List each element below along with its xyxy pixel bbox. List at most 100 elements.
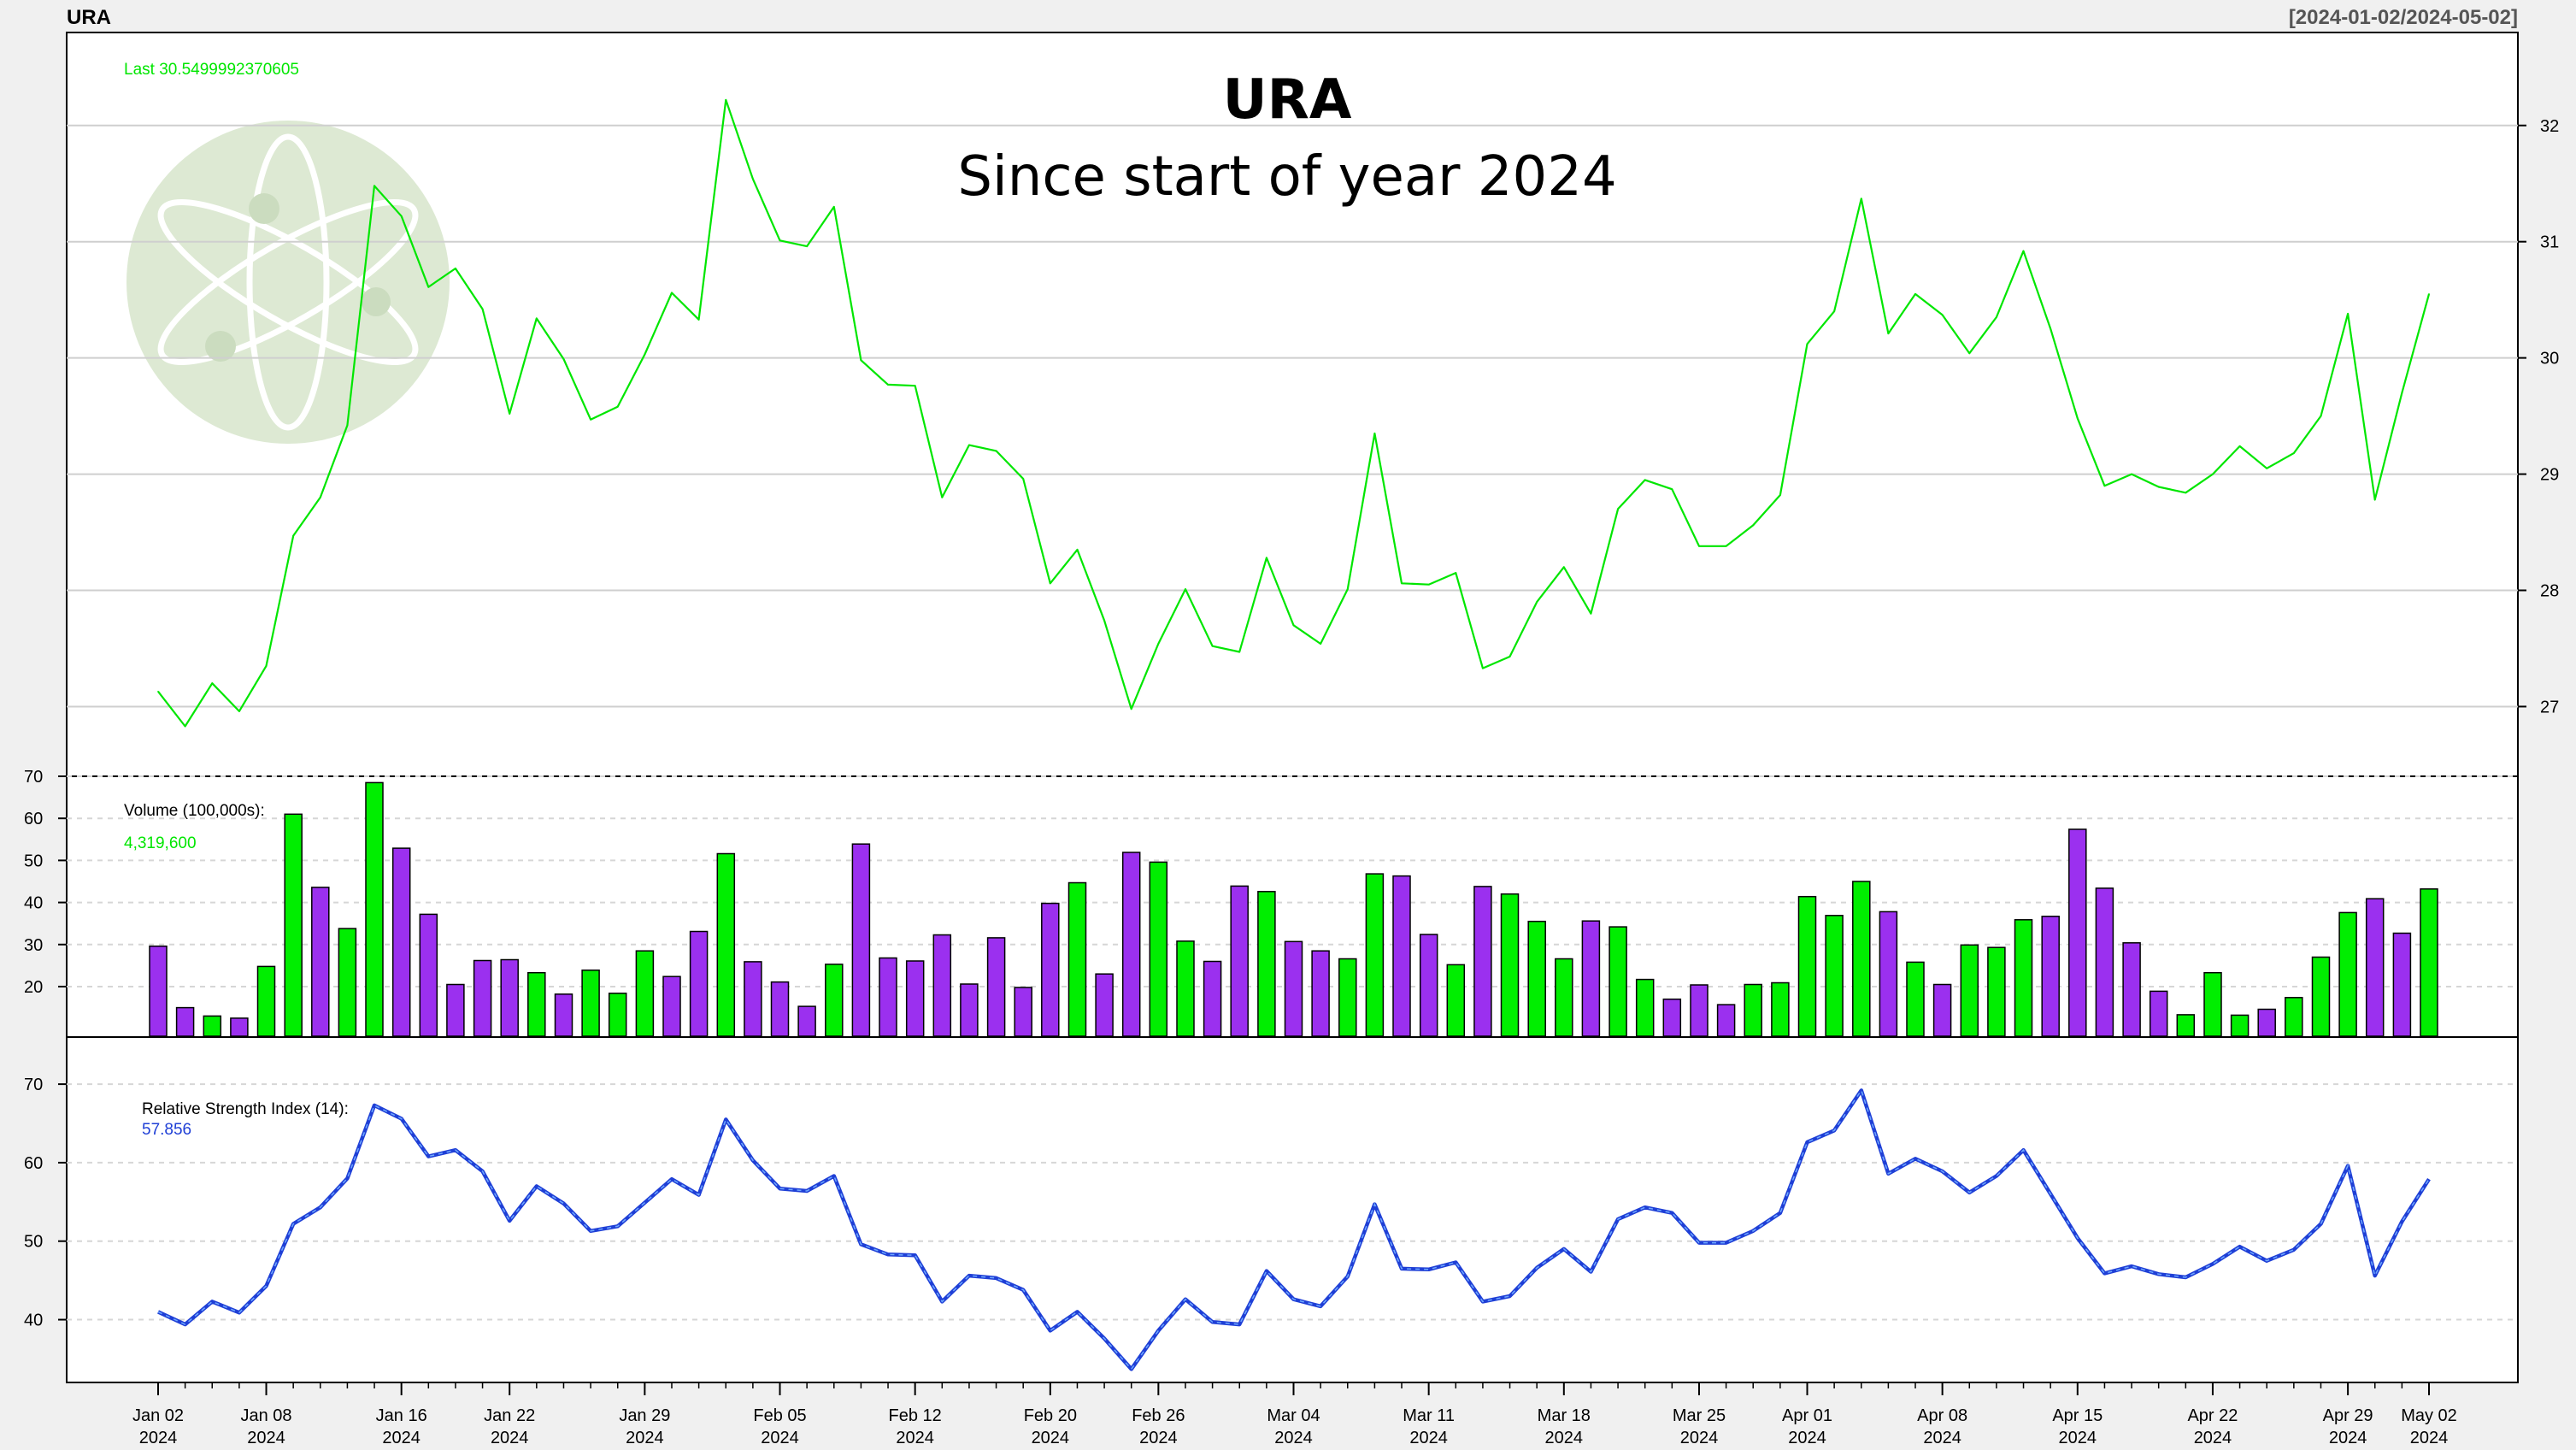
volume-bar xyxy=(1284,940,1303,1037)
volume-bar xyxy=(1149,861,1168,1037)
x-tick-label: May 02 xyxy=(2401,1406,2457,1425)
price-point xyxy=(211,682,214,685)
volume-bar xyxy=(879,957,897,1037)
volume-bar xyxy=(1771,981,1790,1037)
price-point xyxy=(1266,557,1267,559)
rsi-panel xyxy=(66,1036,2519,1383)
price-point xyxy=(1996,316,1997,318)
volume-bar xyxy=(1960,944,1979,1037)
price-point xyxy=(1563,566,1565,569)
volume-tick-label: 70 xyxy=(24,768,43,787)
price-point xyxy=(2103,485,2106,486)
volume-bar xyxy=(2068,828,2087,1037)
price-point xyxy=(1076,549,1079,551)
price-point xyxy=(1482,667,1484,669)
volume-bar xyxy=(2122,942,2141,1037)
price-point xyxy=(1698,545,1700,547)
price-point xyxy=(1185,588,1186,590)
price-point xyxy=(914,385,916,387)
volume-bar xyxy=(230,1017,249,1037)
volume-bar xyxy=(2230,1014,2250,1037)
volume-bar xyxy=(1852,881,1871,1037)
price-point xyxy=(590,418,591,421)
volume-bar xyxy=(2338,911,2357,1037)
volume-bar xyxy=(770,981,790,1037)
x-tick-year: 2024 xyxy=(1545,1429,1584,1447)
volume-bar xyxy=(851,843,871,1037)
x-tick-year: 2024 xyxy=(1680,1429,1719,1447)
x-tick-year: 2024 xyxy=(626,1429,664,1447)
x-tick-year: 2024 xyxy=(2410,1429,2449,1447)
price-last-label: Last 30.5499992370605 xyxy=(124,61,299,79)
volume-bar xyxy=(256,965,276,1037)
price-point xyxy=(292,534,294,537)
volume-bar xyxy=(1095,973,1114,1037)
price-point xyxy=(373,185,375,187)
x-tick-year: 2024 xyxy=(382,1429,421,1447)
volume-bar xyxy=(905,960,925,1037)
volume-tick-label: 40 xyxy=(24,894,43,913)
volume-bar xyxy=(1446,964,1466,1037)
volume-bar xyxy=(446,983,465,1037)
volume-bar xyxy=(1121,852,1141,1037)
volume-bar xyxy=(1635,978,1655,1037)
price-point xyxy=(2293,452,2295,454)
price-point xyxy=(2238,445,2241,447)
price-point xyxy=(1157,643,1160,645)
price-point xyxy=(2185,492,2187,494)
price-point xyxy=(400,215,403,217)
price-point xyxy=(1941,314,1944,316)
volume-bar xyxy=(554,993,573,1037)
price-point xyxy=(2401,392,2403,394)
volume-bar xyxy=(1932,983,1952,1037)
price-point xyxy=(1373,433,1376,434)
x-tick-year: 2024 xyxy=(2194,1429,2232,1447)
x-tick-label: Mar 11 xyxy=(1403,1406,1455,1425)
volume-bar xyxy=(1500,893,1520,1037)
chart-subtitle: Since start of year 2024 xyxy=(957,145,1616,209)
volume-bar xyxy=(338,928,357,1037)
volume-last-value: 4,319,600 xyxy=(124,834,197,852)
x-tick-label: Mar 25 xyxy=(1673,1406,1726,1425)
price-point xyxy=(1022,478,1024,480)
price-tick-label: 32 xyxy=(2540,117,2559,136)
price-point xyxy=(671,292,673,294)
x-tick-year: 2024 xyxy=(1274,1429,1313,1447)
volume-bar xyxy=(825,964,844,1037)
volume-bar xyxy=(1203,960,1222,1037)
price-point xyxy=(265,665,268,667)
price-point xyxy=(1887,333,1890,334)
rsi-tick-label: 60 xyxy=(24,1154,43,1173)
volume-bar xyxy=(716,852,736,1037)
price-point xyxy=(346,424,349,427)
header-symbol: URA xyxy=(67,6,111,29)
price-point xyxy=(779,239,781,242)
volume-bar xyxy=(662,976,681,1037)
price-point xyxy=(1238,651,1241,653)
price-point xyxy=(1914,293,1916,295)
price-tick-label: 27 xyxy=(2540,698,2559,716)
rsi-tick-label: 40 xyxy=(24,1311,43,1330)
x-tick-year: 2024 xyxy=(896,1429,934,1447)
price-point xyxy=(319,496,321,498)
price-point xyxy=(455,268,456,269)
x-tick-label: Jan 08 xyxy=(240,1406,291,1425)
x-tick-label: Apr 01 xyxy=(1782,1406,1832,1425)
volume-bar xyxy=(2149,990,2168,1037)
x-tick-label: Mar 18 xyxy=(1538,1406,1591,1425)
volume-bar xyxy=(419,913,438,1037)
price-point xyxy=(2266,467,2268,469)
price-point xyxy=(1644,479,1646,481)
price-point xyxy=(1725,545,1727,547)
volume-bar xyxy=(2365,898,2385,1037)
price-point xyxy=(725,99,727,101)
rsi-line-dash xyxy=(157,1088,2430,1370)
price-tick-label: 30 xyxy=(2540,350,2559,368)
price-point xyxy=(1617,508,1619,510)
price-panel xyxy=(66,32,2519,777)
price-point xyxy=(509,413,511,415)
price-point xyxy=(427,286,430,288)
price-point xyxy=(1968,352,1971,354)
price-point xyxy=(1833,310,1835,313)
